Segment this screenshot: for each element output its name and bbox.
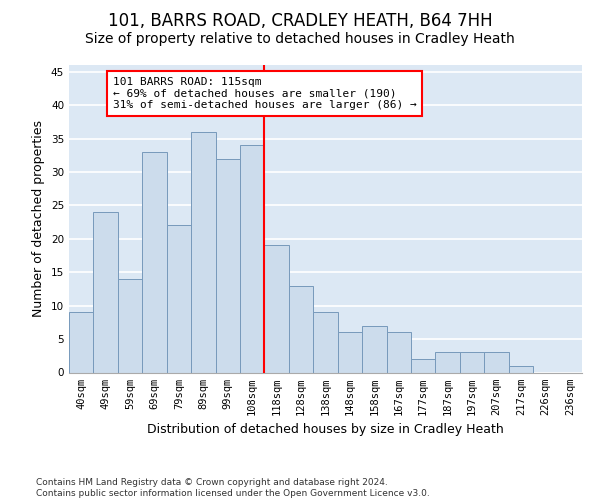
Bar [142,152,167,372]
Bar [460,352,484,372]
Bar [118,279,142,372]
Bar [289,286,313,372]
Bar [484,352,509,372]
Text: Size of property relative to detached houses in Cradley Heath: Size of property relative to detached ho… [85,32,515,46]
Text: 101, BARRS ROAD, CRADLEY HEATH, B64 7HH: 101, BARRS ROAD, CRADLEY HEATH, B64 7HH [107,12,493,30]
Text: 101 BARRS ROAD: 115sqm
← 69% of detached houses are smaller (190)
31% of semi-de: 101 BARRS ROAD: 115sqm ← 69% of detached… [113,77,417,110]
Bar [362,326,386,372]
Text: Contains HM Land Registry data © Crown copyright and database right 2024.
Contai: Contains HM Land Registry data © Crown c… [36,478,430,498]
Bar [240,145,265,372]
Bar [313,312,338,372]
Y-axis label: Number of detached properties: Number of detached properties [32,120,46,318]
Bar [215,158,240,372]
Bar [94,212,118,372]
Bar [167,226,191,372]
Bar [411,359,436,372]
Bar [69,312,94,372]
Bar [338,332,362,372]
Bar [436,352,460,372]
X-axis label: Distribution of detached houses by size in Cradley Heath: Distribution of detached houses by size … [147,423,504,436]
Bar [265,246,289,372]
Bar [191,132,215,372]
Bar [386,332,411,372]
Bar [509,366,533,372]
